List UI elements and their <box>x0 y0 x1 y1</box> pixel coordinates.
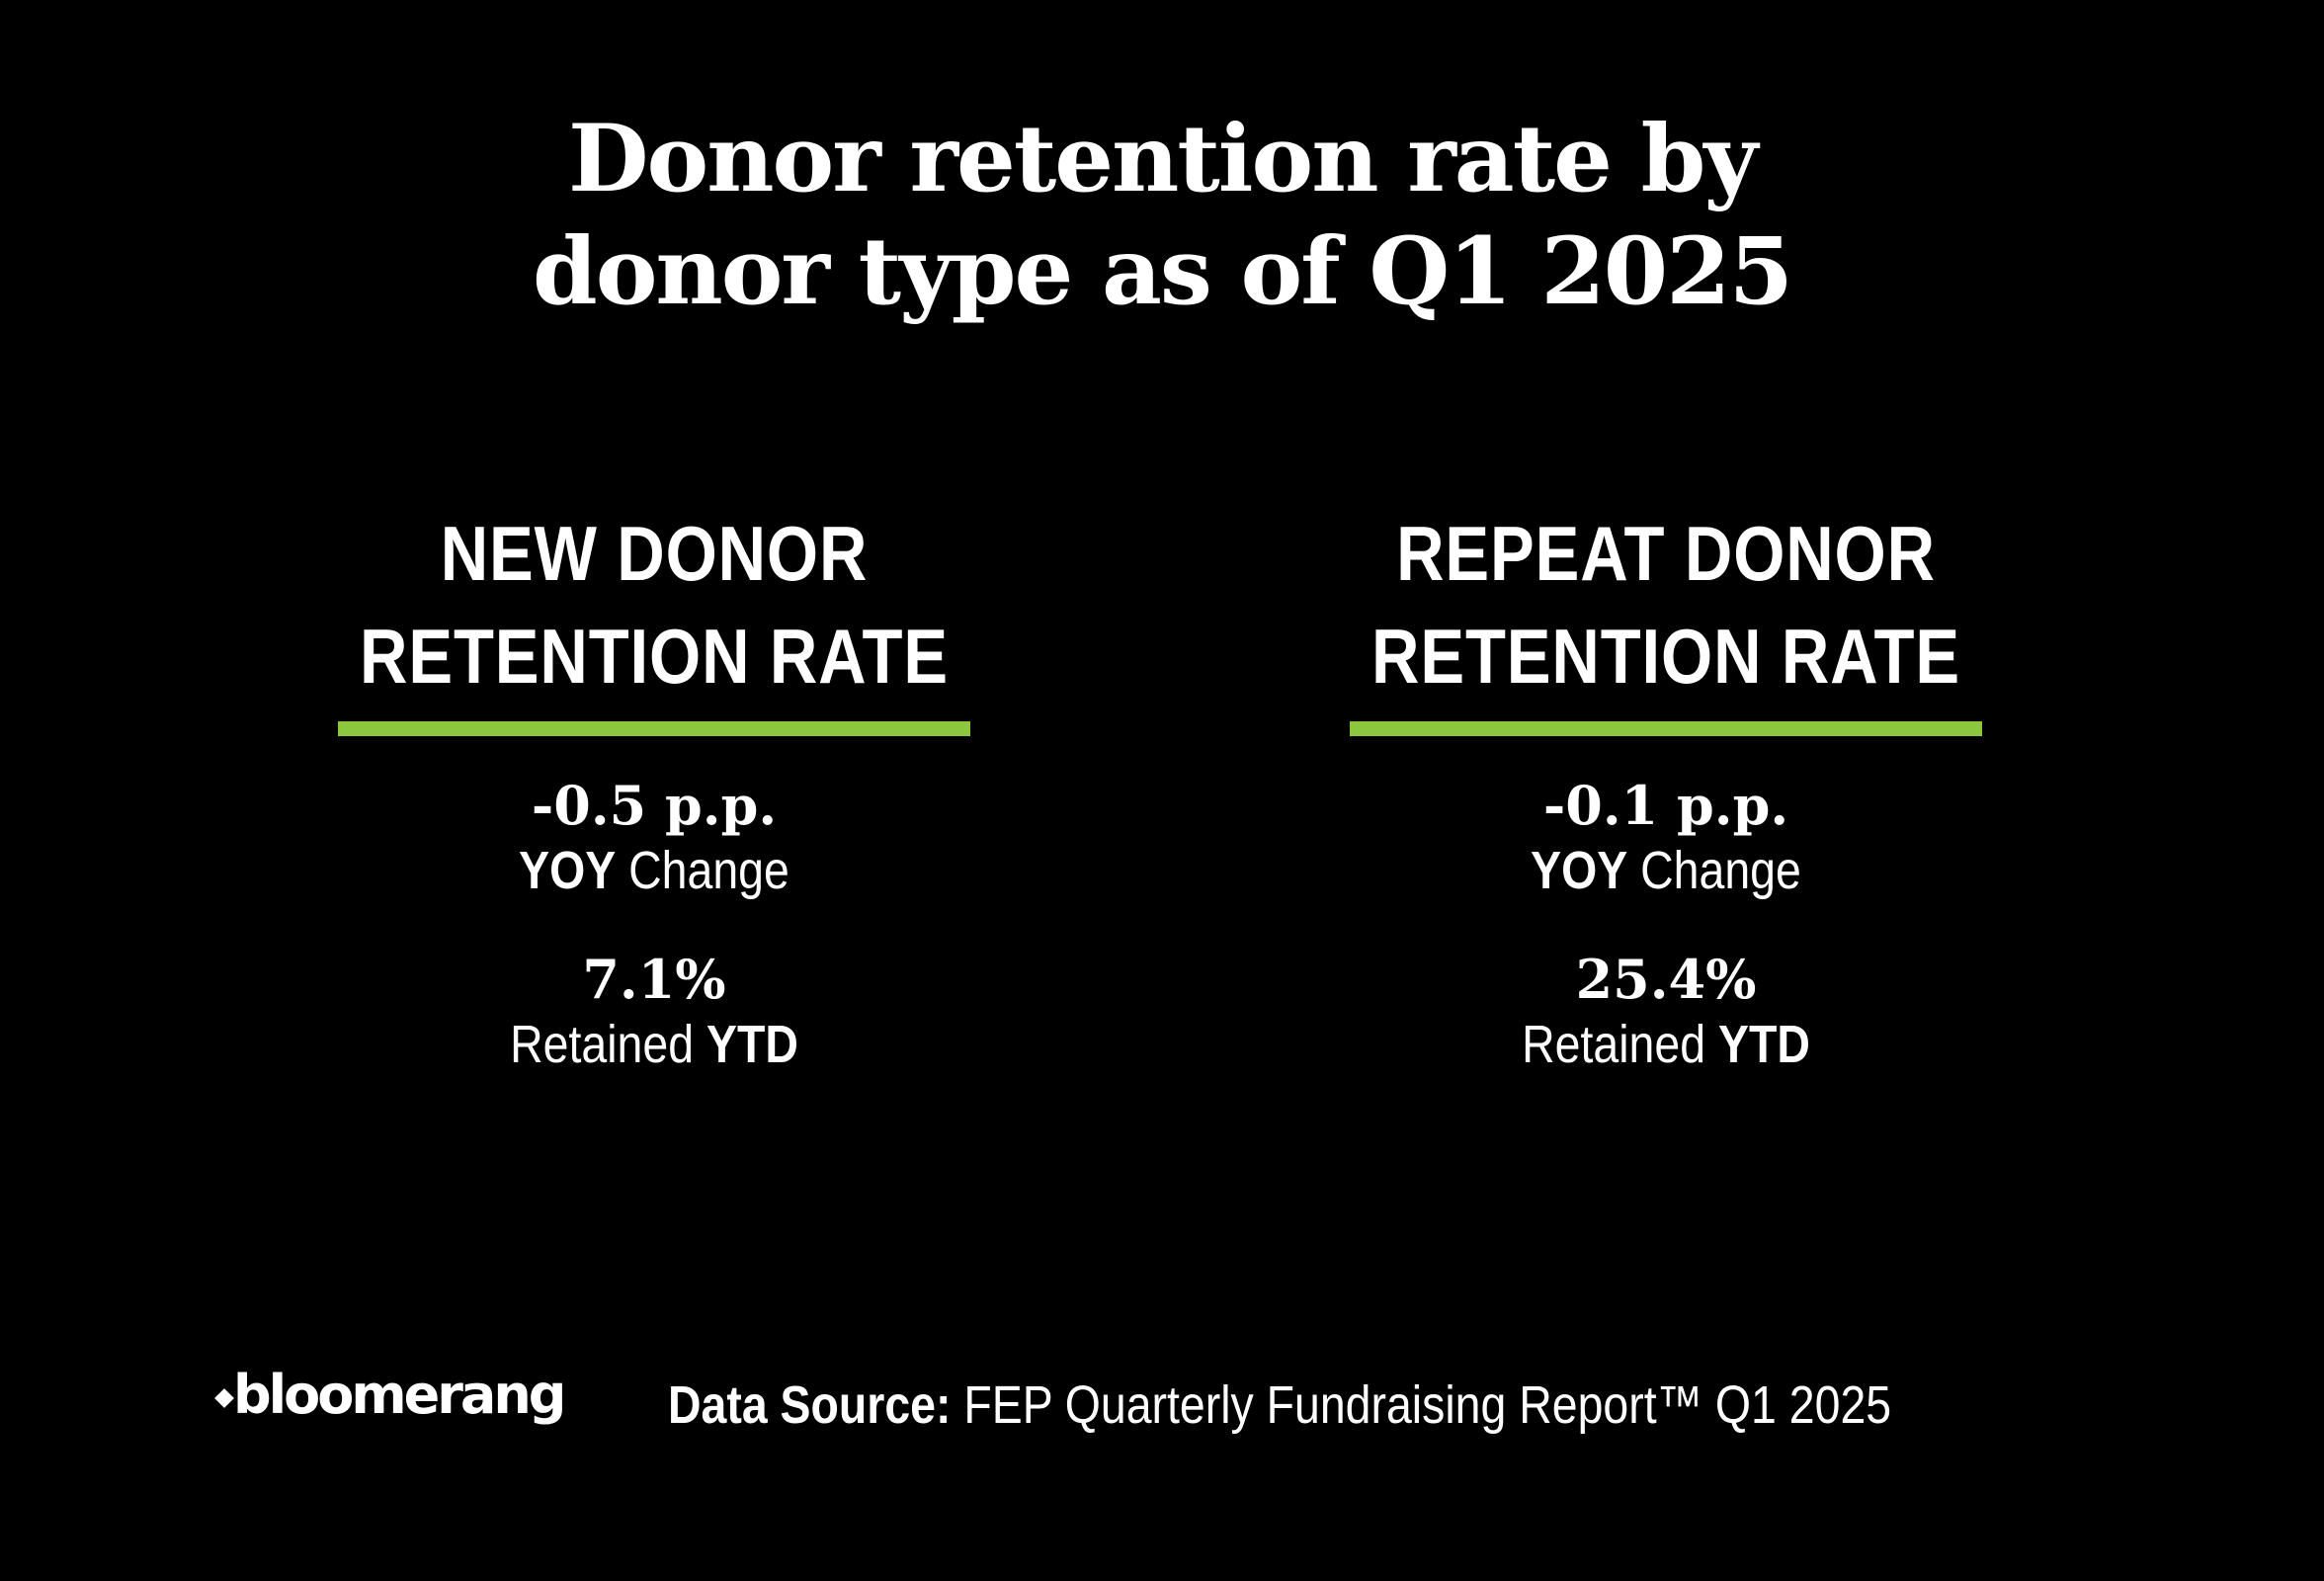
ytd-value: 25.4% <box>1575 948 1757 1011</box>
data-source-label: Data Source: <box>668 1375 952 1435</box>
title-line-2: donor type as of Q1 2025 <box>532 217 1793 326</box>
card-heading-line-2: RETENTION RATE <box>360 613 949 700</box>
yoy-value: -0.1 p.p. <box>1542 774 1789 837</box>
card-heading: NEW DONOR RETENTION RATE <box>357 502 952 707</box>
ytd-label: Retained YTD <box>1369 1011 1963 1078</box>
title-line-1: Donor retention rate by <box>567 105 1758 213</box>
card-heading-line-2: RETENTION RATE <box>1371 613 1960 700</box>
card-heading-line-1: NEW DONOR <box>440 510 869 597</box>
ytd-metric: 7.1% Retained YTD <box>308 948 1000 1078</box>
yoy-label-text: Change <box>628 841 789 900</box>
yoy-metric: -0.5 p.p. YOY Change <box>308 774 1000 904</box>
yoy-label-bold: YOY <box>1531 841 1628 900</box>
data-source-text: FEP Quarterly Fundraising Report™ Q1 202… <box>963 1375 1892 1435</box>
ytd-value: 7.1% <box>582 948 726 1011</box>
page-title: Donor retention rate by donor type as of… <box>0 103 2324 328</box>
ytd-label-bold: YTD <box>1717 1015 1810 1074</box>
bloomerang-logo: bloomerang <box>214 1364 566 1426</box>
yoy-metric: -0.1 p.p. YOY Change <box>1320 774 2012 904</box>
yoy-value: -0.5 p.p. <box>531 774 778 837</box>
logo-mark-icon <box>214 1388 234 1409</box>
card-heading-line-1: REPEAT DONOR <box>1396 510 1936 597</box>
data-source: Data Source: FEP Quarterly Fundraising R… <box>668 1372 1891 1439</box>
ytd-label-text: Retained <box>510 1015 695 1074</box>
yoy-label: YOY Change <box>357 837 952 904</box>
ytd-label-bold: YTD <box>706 1015 798 1074</box>
yoy-label-text: Change <box>1640 841 1801 900</box>
yoy-label-bold: YOY <box>519 841 617 900</box>
new-donor-card: NEW DONOR RETENTION RATE -0.5 p.p. YOY C… <box>308 502 1000 1078</box>
ytd-label: Retained YTD <box>357 1011 952 1078</box>
ytd-label-text: Retained <box>1522 1015 1706 1074</box>
repeat-donor-card: REPEAT DONOR RETENTION RATE -0.1 p.p. YO… <box>1320 502 2012 1078</box>
heading-underline <box>1350 721 1982 736</box>
card-heading: REPEAT DONOR RETENTION RATE <box>1369 502 1963 707</box>
ytd-metric: 25.4% Retained YTD <box>1320 948 2012 1078</box>
heading-underline <box>338 721 970 736</box>
yoy-label: YOY Change <box>1369 837 1963 904</box>
logo-text: bloomerang <box>233 1364 566 1426</box>
